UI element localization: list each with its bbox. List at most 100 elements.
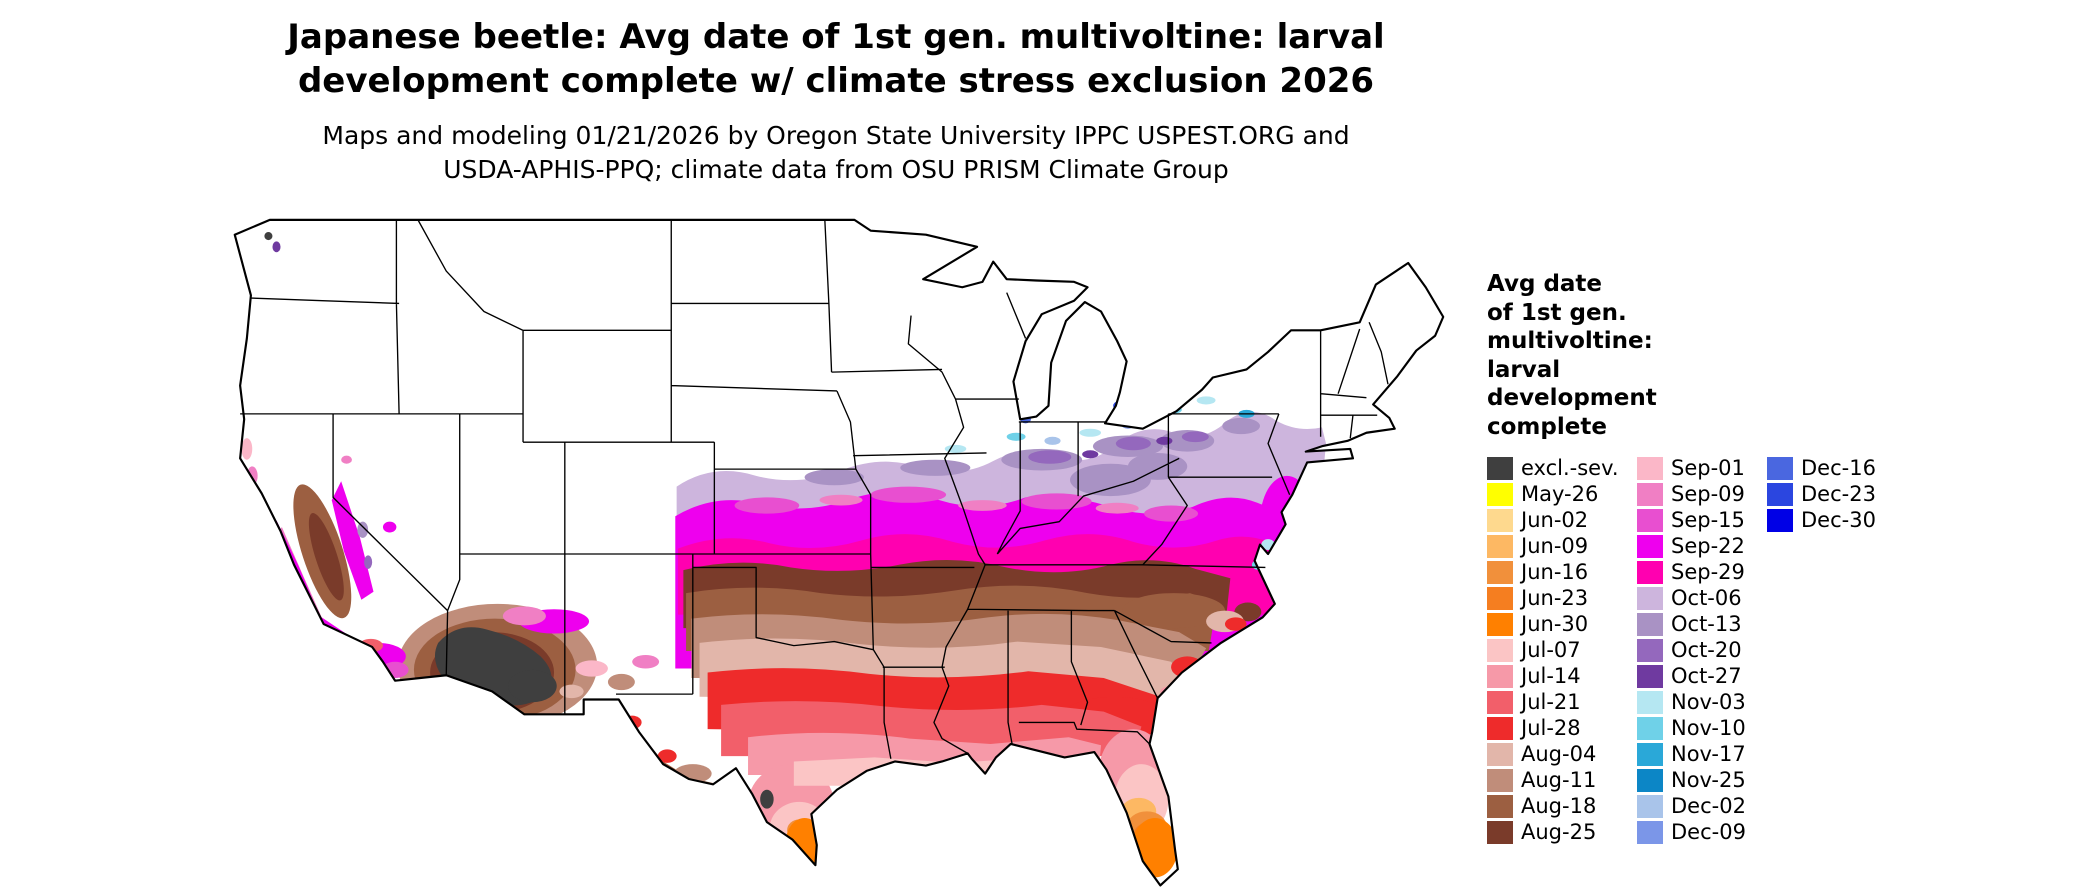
legend-label: Jun-23 xyxy=(1521,585,1589,610)
legend-label: Jul-21 xyxy=(1521,689,1581,714)
legend-label: Jun-30 xyxy=(1521,611,1589,636)
legend-swatch xyxy=(1487,612,1513,636)
legend-swatch xyxy=(1637,508,1663,532)
legend-swatch xyxy=(1637,742,1663,766)
legend-label: Aug-11 xyxy=(1521,767,1597,792)
legend-item: Jun-30 xyxy=(1487,611,1627,637)
legend-item: Oct-13 xyxy=(1637,611,1757,637)
legend-swatch xyxy=(1487,794,1513,818)
legend-swatch xyxy=(1637,534,1663,558)
legend-label: Aug-18 xyxy=(1521,793,1597,818)
legend-swatch xyxy=(1637,690,1663,714)
legend-label: Nov-25 xyxy=(1671,767,1746,792)
legend-label: Aug-25 xyxy=(1521,819,1597,844)
legend-label: Jul-07 xyxy=(1521,637,1581,662)
legend-item: Nov-10 xyxy=(1637,715,1757,741)
legend-item: Oct-20 xyxy=(1637,637,1757,663)
legend-label: Dec-16 xyxy=(1801,455,1876,480)
legend-swatch xyxy=(1637,820,1663,844)
legend-label: Jun-02 xyxy=(1521,507,1589,532)
legend-swatch xyxy=(1487,742,1513,766)
legend-swatch xyxy=(1487,716,1513,740)
legend-swatch xyxy=(1637,768,1663,792)
legend-swatch xyxy=(1637,482,1663,506)
legend-item: Dec-16 xyxy=(1767,455,1876,481)
legend-item: Jul-28 xyxy=(1487,715,1627,741)
legend-item: Nov-03 xyxy=(1637,689,1757,715)
legend-swatch xyxy=(1637,638,1663,662)
legend-item: Nov-25 xyxy=(1637,767,1757,793)
legend-item: Jun-16 xyxy=(1487,559,1627,585)
state-borders xyxy=(240,219,1389,759)
legend-swatch xyxy=(1767,456,1793,480)
legend-item: Sep-09 xyxy=(1637,481,1757,507)
legend-item: Oct-27 xyxy=(1637,663,1757,689)
page-subtitle: Maps and modeling 01/21/2026 by Oregon S… xyxy=(322,121,1350,184)
legend-item: Sep-15 xyxy=(1637,507,1757,533)
legend-swatch xyxy=(1487,456,1513,480)
legend-swatch xyxy=(1487,820,1513,844)
legend-swatch xyxy=(1487,534,1513,558)
legend-item: Jun-02 xyxy=(1487,507,1627,533)
legend-item: excl.-sev. xyxy=(1487,455,1627,481)
us-map-svg xyxy=(233,218,1445,887)
legend-swatch xyxy=(1637,586,1663,610)
legend-swatch xyxy=(1487,664,1513,688)
legend-column: Dec-16 Dec-23 Dec-30 xyxy=(1767,455,1876,533)
legend-item: Jun-09 xyxy=(1487,533,1627,559)
legend-label: Jul-28 xyxy=(1521,715,1581,740)
legend-label: Sep-22 xyxy=(1671,533,1745,558)
legend-swatch xyxy=(1487,586,1513,610)
legend-label: Oct-27 xyxy=(1671,663,1742,688)
legend-swatch xyxy=(1767,508,1793,532)
legend-swatch xyxy=(1637,612,1663,636)
legend-title: Avg date of 1st gen. multivoltine: larva… xyxy=(1487,271,1657,440)
legend-swatch xyxy=(1487,638,1513,662)
legend-item: Nov-17 xyxy=(1637,741,1757,767)
legend-item: Sep-01 xyxy=(1637,455,1757,481)
legend-item: Aug-18 xyxy=(1487,793,1627,819)
legend-swatch xyxy=(1637,664,1663,688)
legend-label: Dec-09 xyxy=(1671,819,1746,844)
legend-swatch xyxy=(1637,716,1663,740)
legend-label: Jun-09 xyxy=(1521,533,1589,558)
legend-label: Dec-23 xyxy=(1801,481,1876,506)
legend-label: Nov-17 xyxy=(1671,741,1746,766)
legend-swatch xyxy=(1487,768,1513,792)
map-legend: Avg date of 1st gen. multivoltine: larva… xyxy=(1487,270,1886,845)
legend-item: Jul-07 xyxy=(1487,637,1627,663)
legend-swatch xyxy=(1637,560,1663,584)
legend-item: Aug-04 xyxy=(1487,741,1627,767)
legend-swatch xyxy=(1637,456,1663,480)
map-header: Japanese beetle: Avg date of 1st gen. mu… xyxy=(0,16,1672,187)
legend-item: Oct-06 xyxy=(1637,585,1757,611)
legend-label: Oct-06 xyxy=(1671,585,1742,610)
legend-label: Sep-09 xyxy=(1671,481,1745,506)
us-choropleth-map xyxy=(228,216,1454,892)
legend-item: May-26 xyxy=(1487,481,1627,507)
legend-swatch xyxy=(1487,560,1513,584)
legend-item: Dec-02 xyxy=(1637,793,1757,819)
legend-label: Sep-15 xyxy=(1671,507,1745,532)
legend-label: Sep-29 xyxy=(1671,559,1745,584)
legend-item: Aug-25 xyxy=(1487,819,1627,845)
legend-label: Nov-03 xyxy=(1671,689,1746,714)
legend-swatch xyxy=(1487,508,1513,532)
page-title: Japanese beetle: Avg date of 1st gen. mu… xyxy=(287,17,1385,101)
legend-item: Dec-30 xyxy=(1767,507,1876,533)
legend-label: Aug-04 xyxy=(1521,741,1597,766)
legend-label: May-26 xyxy=(1521,481,1599,506)
legend-item: Dec-09 xyxy=(1637,819,1757,845)
legend-label: Oct-20 xyxy=(1671,637,1742,662)
legend-item: Jul-21 xyxy=(1487,689,1627,715)
legend-swatch xyxy=(1637,794,1663,818)
legend-item: Dec-23 xyxy=(1767,481,1876,507)
legend-label: Jun-16 xyxy=(1521,559,1589,584)
legend-label: Jul-14 xyxy=(1521,663,1581,688)
legend-item: Jun-23 xyxy=(1487,585,1627,611)
legend-swatch xyxy=(1767,482,1793,506)
legend-label: Sep-01 xyxy=(1671,455,1745,480)
legend-columns: excl.-sev. May-26 Jun-02 Jun-09 Jun-16 Jun-23… xyxy=(1487,455,1886,845)
legend-item: Jul-14 xyxy=(1487,663,1627,689)
legend-swatch xyxy=(1487,482,1513,506)
